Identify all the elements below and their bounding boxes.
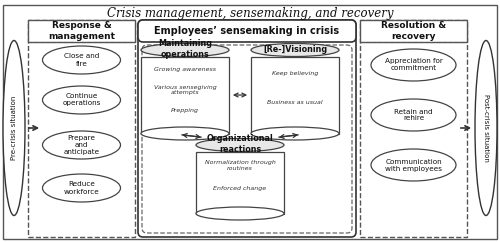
Text: [Re-]Visioning: [Re-]Visioning xyxy=(263,45,327,53)
Text: Response &
management: Response & management xyxy=(48,21,115,41)
Ellipse shape xyxy=(251,127,339,140)
Ellipse shape xyxy=(3,40,25,215)
Text: Crisis management, sensemaking, and recovery: Crisis management, sensemaking, and reco… xyxy=(107,7,393,20)
FancyBboxPatch shape xyxy=(138,20,356,42)
Text: Organizational
reactions: Organizational reactions xyxy=(206,134,274,154)
FancyBboxPatch shape xyxy=(141,56,229,134)
Text: Keep believing: Keep believing xyxy=(272,71,318,76)
Ellipse shape xyxy=(371,49,456,81)
Text: Enforced change: Enforced change xyxy=(214,186,266,191)
Ellipse shape xyxy=(141,44,229,56)
Ellipse shape xyxy=(42,46,120,74)
FancyBboxPatch shape xyxy=(251,56,339,134)
Ellipse shape xyxy=(196,138,284,151)
Ellipse shape xyxy=(251,44,339,56)
Text: Prepare
and
anticipate: Prepare and anticipate xyxy=(64,135,100,155)
Text: Maintaining
operations: Maintaining operations xyxy=(158,39,212,59)
Text: Retain and
rehire: Retain and rehire xyxy=(394,108,433,121)
Text: Employees’ sensemaking in crisis: Employees’ sensemaking in crisis xyxy=(154,26,340,36)
Ellipse shape xyxy=(371,149,456,181)
Text: Normalization through
routines: Normalization through routines xyxy=(204,160,276,171)
Ellipse shape xyxy=(196,207,284,220)
Text: Growing awareness: Growing awareness xyxy=(154,67,216,72)
Text: Continue
operations: Continue operations xyxy=(62,93,100,106)
Text: Communication
with employees: Communication with employees xyxy=(385,159,442,172)
Ellipse shape xyxy=(42,174,120,202)
Text: Appreciation for
commitment: Appreciation for commitment xyxy=(384,59,442,71)
Text: Post-crisis situation: Post-crisis situation xyxy=(483,94,489,162)
Ellipse shape xyxy=(371,99,456,131)
Text: Close and
fire: Close and fire xyxy=(64,53,99,67)
FancyBboxPatch shape xyxy=(360,20,467,42)
Text: Various sensegiving
attempts: Various sensegiving attempts xyxy=(154,84,216,95)
FancyBboxPatch shape xyxy=(28,20,135,42)
Text: Reduce
workforce: Reduce workforce xyxy=(64,182,100,195)
FancyBboxPatch shape xyxy=(196,151,284,213)
Ellipse shape xyxy=(42,86,120,114)
Ellipse shape xyxy=(42,131,120,159)
Ellipse shape xyxy=(475,40,497,215)
Text: Prepping: Prepping xyxy=(171,108,199,113)
Ellipse shape xyxy=(141,127,229,140)
FancyBboxPatch shape xyxy=(138,20,356,237)
Text: Resolution &
recovery: Resolution & recovery xyxy=(381,21,446,41)
Text: Pre-crisis situation: Pre-crisis situation xyxy=(11,96,17,160)
Text: Business as usual: Business as usual xyxy=(267,100,323,105)
